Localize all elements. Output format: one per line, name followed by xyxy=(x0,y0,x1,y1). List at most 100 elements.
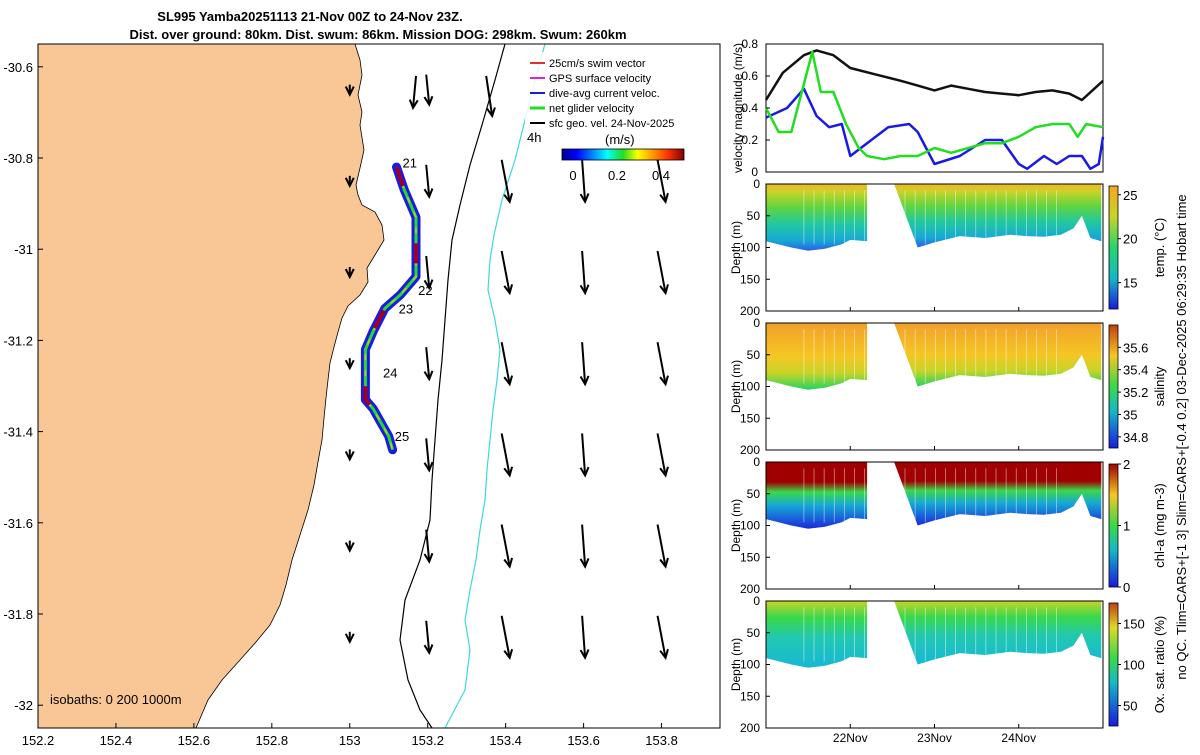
map-xtick-label: 153.2 xyxy=(411,733,444,748)
colorbar-tick-label: 15 xyxy=(1123,276,1137,291)
section-ytick-label: 0 xyxy=(753,316,760,330)
geo-velocity-arrow xyxy=(579,342,590,387)
section-data-b xyxy=(894,184,1102,248)
geo-velocity-arrow xyxy=(485,75,496,119)
velocity-tick-0: 0 xyxy=(751,165,758,179)
legend-dive-avg-label: dive-avg current veloc. xyxy=(549,88,660,100)
geo-velocity-arrow xyxy=(408,75,419,111)
section-colorbar xyxy=(1108,602,1119,727)
velocity-line xyxy=(765,87,1105,171)
map-frame xyxy=(37,43,721,729)
section-data-b xyxy=(894,462,1102,526)
geo-velocity-arrow xyxy=(656,615,669,660)
geo-velocity-arrow xyxy=(423,255,434,291)
figure-title-line1: SL995 Yamba20251113 21-Nov 00Z to 24-Nov… xyxy=(157,9,462,24)
section-ytick-label: 100 xyxy=(740,658,760,672)
colorbar-tick-label: 0 xyxy=(1123,580,1130,595)
geo-velocity-arrow xyxy=(656,433,669,478)
glider-track xyxy=(360,162,421,455)
geo-velocity-arrow xyxy=(423,74,434,107)
velocity-line xyxy=(764,49,1104,102)
section-data-a xyxy=(766,323,868,390)
colorbar-tick-label: 35.6 xyxy=(1123,340,1148,355)
day-label: 25 xyxy=(395,429,409,444)
track-swim xyxy=(364,166,417,451)
map-ytick-label: -30.6 xyxy=(3,60,33,75)
geo-velocity-arrow xyxy=(344,267,355,280)
geo-velocity-arrow xyxy=(344,449,355,462)
geo-velocity-arrow xyxy=(344,358,355,371)
colorbar-tick-label: 34.8 xyxy=(1123,430,1148,445)
section-ylabel: Depth (m) xyxy=(729,499,743,552)
map-ytick-label: -30.8 xyxy=(3,151,33,166)
geo-velocity-arrow xyxy=(579,615,590,661)
geo-velocity-arrow xyxy=(500,615,514,660)
map-ytick-label: -31.6 xyxy=(3,516,33,531)
section-panel: 0 50 100 150 200 Depth (m) 0 1 2 chl-a (mg m-3) xyxy=(729,455,1167,596)
isobath-200m xyxy=(399,44,506,728)
geo-velocity-arrow xyxy=(344,84,355,97)
legend-box xyxy=(525,52,710,134)
geo-velocity-arrow xyxy=(579,433,590,478)
section-ylabel: Depth (m) xyxy=(729,638,743,691)
geo-velocity-arrow xyxy=(579,159,590,205)
map-colorbar xyxy=(561,148,685,161)
section-data-a xyxy=(766,184,868,251)
map-legend: 25cm/s swim vector GPS surface velocity … xyxy=(525,52,710,183)
geostrophic-vector-field xyxy=(344,74,669,661)
section-xtick-label: 23Nov xyxy=(917,731,952,745)
legend-swim-label: 25cm/s swim vector xyxy=(549,58,646,70)
geo-velocity-arrow xyxy=(500,159,514,204)
colorbar-tick-label: 35 xyxy=(1123,407,1137,422)
section-xtick-label: 22Nov xyxy=(833,731,868,745)
geo-velocity-arrow xyxy=(423,529,434,564)
day-label: 23 xyxy=(399,301,413,316)
geo-velocity-arrow xyxy=(579,250,590,296)
section-ytick-label: 50 xyxy=(747,209,761,223)
day-label: 24 xyxy=(383,365,397,380)
section-ytick-label: 50 xyxy=(747,487,761,501)
map-ytick-label: -31.2 xyxy=(3,333,33,348)
map-xtick-label: 152.6 xyxy=(178,733,211,748)
colorbar-tick-label: 35.2 xyxy=(1123,385,1148,400)
section-ytick-label: 0 xyxy=(753,455,760,469)
velocity-tick-1: 0.2 xyxy=(741,133,758,147)
colorbar-tick-label: 20 xyxy=(1123,232,1137,247)
map-xtick-label: 152.8 xyxy=(256,733,289,748)
geo-velocity-arrow xyxy=(423,438,434,473)
map-colorbar-tick-0: 0 xyxy=(569,168,576,183)
velocity-panel-frame xyxy=(765,43,1104,173)
colorbar-label: salinity xyxy=(1152,366,1167,406)
geo-velocity-arrow xyxy=(656,342,669,387)
day-label: 21 xyxy=(403,156,417,171)
colorbar-label: Ox. sat. ratio (%) xyxy=(1152,616,1167,714)
geo-velocity-arrow xyxy=(423,164,434,200)
section-ylabel: Depth (m) xyxy=(729,360,743,413)
colorbar-label: temp. (°C) xyxy=(1152,218,1167,277)
section-ytick-label: 200 xyxy=(740,721,760,735)
map-colorbar-tick-1: 0.2 xyxy=(608,168,626,183)
colorbar-tick-label: 100 xyxy=(1123,658,1145,673)
section-ytick-label: 150 xyxy=(740,550,760,564)
section-xtick-label: 24Nov xyxy=(1001,731,1036,745)
geo-velocity-arrow xyxy=(423,347,434,382)
map-xtick-label: 153 xyxy=(339,733,361,748)
colorbar-tick-label: 2 xyxy=(1123,457,1130,472)
section-panel: 0 50 100 150 200 Depth (m) 34.8 35 35.2 35.4 35.6 s… xyxy=(729,316,1167,457)
geo-velocity-arrow xyxy=(344,540,355,553)
map-ytick-label: -32 xyxy=(14,698,33,713)
colorbar-label: chl-a (mg m-3) xyxy=(1152,483,1167,568)
map-y-ticks: -30.6 -30.8 -31 -31.2 -31.4 -31.6 -31.8 -32 xyxy=(3,60,43,713)
map-colorbar-label: (m/s) xyxy=(605,132,635,147)
map-ytick-label: -31.8 xyxy=(3,607,33,622)
section-data-a xyxy=(766,601,868,668)
geo-velocity-arrow xyxy=(656,159,669,204)
section-panel: 0 50 100 150 200 Depth (m) 50 100 150 Ox. sat. ra… xyxy=(729,594,1167,745)
map-xtick-label: 152.2 xyxy=(22,733,55,748)
geo-velocity-arrow xyxy=(656,524,669,569)
geo-velocity-arrow xyxy=(579,524,590,569)
section-colorbar xyxy=(1108,324,1119,449)
